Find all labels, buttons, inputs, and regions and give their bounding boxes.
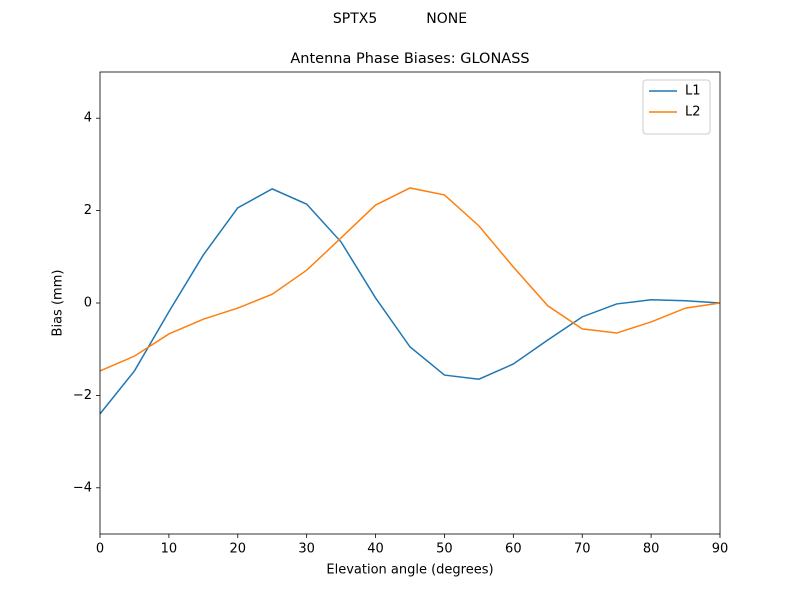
y-axis-label: Bias (mm): [51, 270, 66, 337]
legend-label: L2: [685, 105, 701, 120]
x-tick-label: 20: [230, 542, 247, 557]
y-tick-label: 2: [84, 203, 92, 218]
x-tick-label: 60: [505, 542, 522, 557]
x-tick-label: 70: [574, 542, 591, 557]
x-tick-label: 10: [161, 542, 178, 557]
suptitle: SPTX5 NONE: [333, 11, 467, 27]
legend-label: L1: [685, 84, 701, 99]
x-tick-label: 0: [96, 542, 104, 557]
line-series: [99, 187, 721, 372]
y-tick-label: −4: [73, 480, 92, 495]
x-tick-label: 90: [712, 542, 729, 557]
x-tick-label: 30: [298, 542, 315, 557]
chart-title: Antenna Phase Biases: GLONASS: [290, 51, 529, 67]
x-axis-label: Elevation angle (degrees): [326, 563, 493, 578]
x-tick-label: 50: [436, 542, 453, 557]
legend-box: [642, 79, 711, 135]
x-tick-label: 80: [643, 542, 660, 557]
y-tick-label: 4: [84, 111, 92, 126]
line-series: [99, 188, 721, 415]
plot-frame: [99, 71, 721, 535]
x-tick-label: 40: [367, 542, 384, 557]
y-tick-label: 0: [84, 296, 92, 311]
y-tick-label: −2: [73, 388, 92, 403]
